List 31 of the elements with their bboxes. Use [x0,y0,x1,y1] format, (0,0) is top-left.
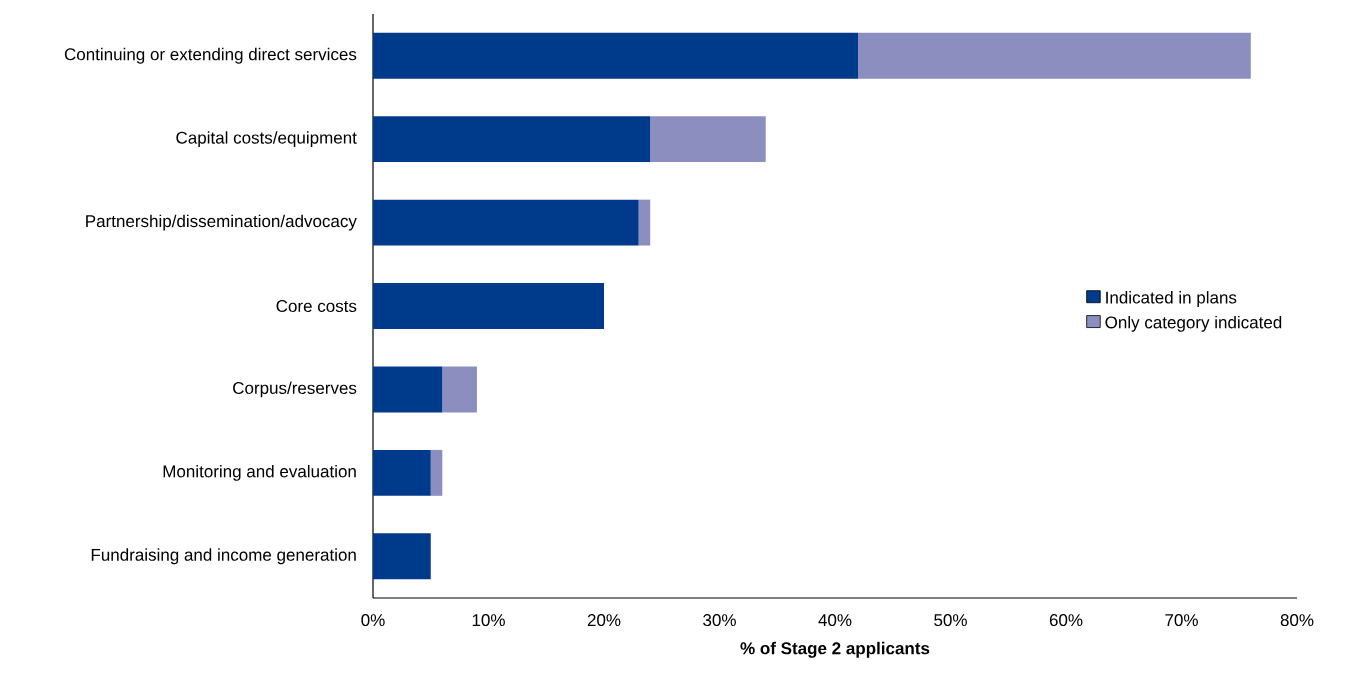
x-tick-label: 30% [703,614,736,627]
legend-label: Indicated in plans [1106,291,1237,307]
x-tick-label: 10% [472,614,505,627]
bar [373,199,639,246]
bar [373,533,431,580]
bar [373,366,443,413]
x-tick-label: 40% [818,614,852,627]
x-tick-label: 50% [934,614,967,627]
bar [373,116,651,163]
y-tick-label: Partnership/dissemination/advocacy [86,214,357,231]
bar [650,116,766,163]
y-tick-label: Monitoring and evaluation [163,464,356,481]
bar [442,366,477,413]
bar [373,32,859,79]
bar [373,283,605,329]
y-tick-label: Continuing or extending direct services [64,47,357,64]
y-tick-label: Core costs [276,300,357,313]
x-tick-label: 0% [361,614,385,627]
y-tick-label: Fundraising and income generation [91,548,356,565]
y-tick-label: Corpus/reserves [233,381,357,398]
bar [858,32,1251,79]
bar [638,199,651,246]
bar [430,449,443,496]
x-tick-label: 70% [1165,614,1198,627]
x-axis-title: % of Stage 2 applicants [740,641,930,658]
bar [373,449,431,496]
x-tick-label: 20% [587,614,621,627]
x-tick-label: 80% [1280,614,1314,627]
legend-label: Only category indicated [1105,315,1282,332]
x-tick-label: 60% [1049,614,1083,627]
y-tick-label: Capital costs/equipment [176,131,357,148]
